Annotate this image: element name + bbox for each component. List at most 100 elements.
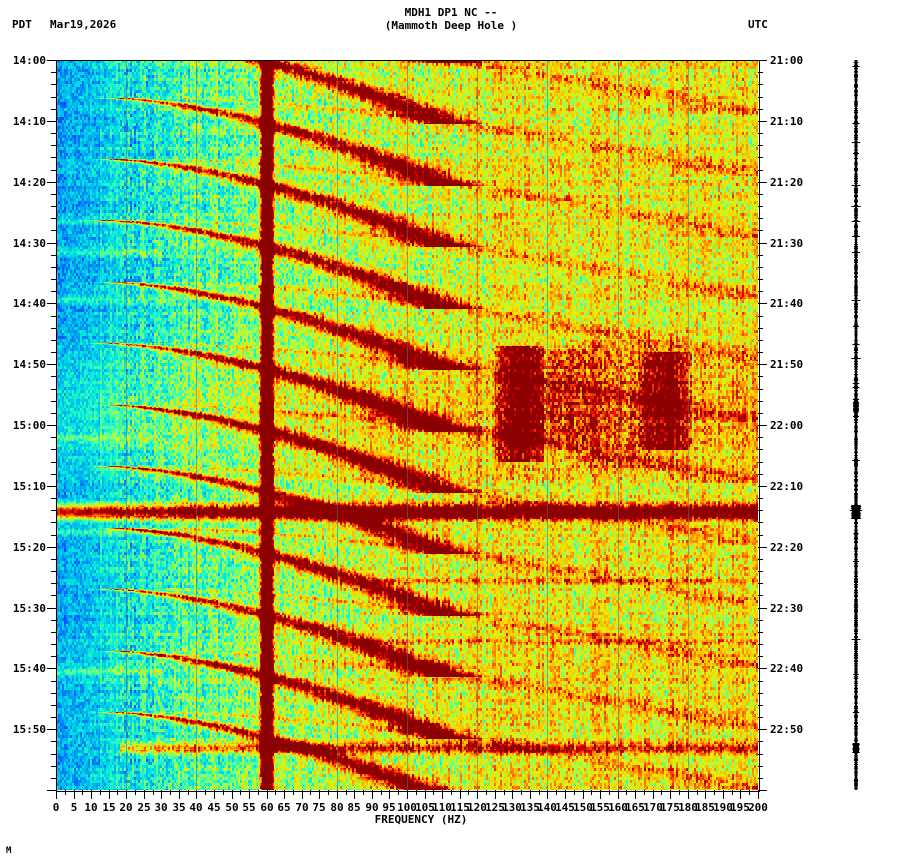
frequency-tick (512, 790, 513, 799)
frequency-tick (714, 790, 715, 795)
frequency-label: 10 (84, 801, 98, 814)
frequency-tick (319, 790, 320, 799)
time-label-left: 14:20 (12, 176, 46, 189)
frequency-tick (275, 790, 276, 795)
frequency-tick (460, 790, 461, 799)
frequency-label: 50 (225, 801, 239, 814)
seismogram-canvas (845, 60, 869, 790)
frequency-label: 40 (189, 801, 203, 814)
time-tick-left (51, 595, 56, 596)
time-tick-left (51, 352, 56, 353)
time-tick-left (51, 583, 56, 584)
frequency-label: 80 (330, 801, 344, 814)
corner-artifact-mark: M (6, 846, 12, 856)
time-tick-left (51, 328, 56, 329)
time-tick-right (758, 230, 763, 231)
time-tick-right (758, 717, 763, 718)
frequency-label: 170 (643, 801, 663, 814)
time-tick-right (758, 522, 763, 523)
time-label-left: 14:50 (12, 358, 46, 371)
frequency-tick (346, 790, 347, 795)
time-label-left: 15:20 (12, 541, 46, 554)
time-tick-right (758, 267, 763, 268)
time-tick-left (51, 97, 56, 98)
frequency-tick (477, 790, 478, 799)
time-label-left: 14:40 (12, 297, 46, 310)
frequency-label: 20 (119, 801, 133, 814)
time-tick-right (758, 790, 767, 791)
time-tick-left (51, 632, 56, 633)
time-tick-left (47, 364, 56, 365)
frequency-tick (381, 790, 382, 795)
frequency-tick (170, 790, 171, 795)
time-tick-left (51, 620, 56, 621)
time-label-right: 21:00 (770, 54, 804, 67)
frequency-label: 160 (608, 801, 628, 814)
time-label-right: 21:40 (770, 297, 804, 310)
frequency-label: 85 (347, 801, 361, 814)
frequency-tick (416, 790, 417, 795)
time-tick-right (758, 656, 763, 657)
time-tick-left (51, 681, 56, 682)
frequency-label: 110 (432, 801, 452, 814)
time-tick-left (51, 462, 56, 463)
time-tick-right (758, 303, 767, 304)
frequency-tick (240, 790, 241, 795)
time-tick-left (51, 571, 56, 572)
frequency-label: 190 (713, 801, 733, 814)
time-tick-right (758, 571, 763, 572)
time-label-right: 22:10 (770, 480, 804, 493)
frequency-tick (109, 790, 110, 799)
time-tick-right (758, 510, 763, 511)
frequency-label: 165 (625, 801, 645, 814)
frequency-tick (740, 790, 741, 799)
frequency-tick (65, 790, 66, 795)
time-tick-right (758, 705, 763, 706)
spectrogram-plot[interactable] (56, 60, 758, 790)
time-label-left: 15:00 (12, 419, 46, 432)
time-tick-right (758, 352, 763, 353)
frequency-tick (670, 790, 671, 799)
time-tick-left (47, 729, 56, 730)
frequency-tick (144, 790, 145, 799)
time-label-right: 21:30 (770, 237, 804, 250)
frequency-tick (697, 790, 698, 795)
frequency-tick (705, 790, 706, 799)
frequency-tick (609, 790, 610, 795)
frequency-label: 140 (537, 801, 557, 814)
time-tick-right (758, 243, 767, 244)
frequency-tick (521, 790, 522, 795)
seismogram-trace (845, 60, 869, 790)
time-tick-right (758, 437, 763, 438)
time-tick-left (51, 522, 56, 523)
frequency-tick (249, 790, 250, 799)
frequency-label: 30 (154, 801, 168, 814)
frequency-tick (758, 790, 759, 799)
frequency-label: 95 (382, 801, 396, 814)
time-tick-left (51, 267, 56, 268)
frequency-tick (363, 790, 364, 795)
time-tick-left (51, 559, 56, 560)
time-tick-right (758, 693, 763, 694)
time-tick-right (758, 547, 767, 548)
time-tick-right (758, 255, 763, 256)
time-tick-right (758, 766, 763, 767)
time-tick-left (51, 449, 56, 450)
frequency-tick (398, 790, 399, 795)
frequency-tick (504, 790, 505, 795)
frequency-label: 120 (467, 801, 487, 814)
frequency-tick (486, 790, 487, 795)
page-title: MDH1 DP1 NC -- (404, 6, 498, 19)
time-tick-right (758, 376, 763, 377)
time-tick-left (51, 510, 56, 511)
frequency-label: 35 (172, 801, 186, 814)
time-tick-right (758, 279, 763, 280)
frequency-label: 115 (450, 801, 470, 814)
time-tick-right (758, 608, 767, 609)
time-tick-left (51, 644, 56, 645)
time-tick-right (758, 632, 763, 633)
frequency-tick (653, 790, 654, 799)
time-tick-left (51, 230, 56, 231)
time-tick-left (47, 608, 56, 609)
time-label-left: 15:30 (12, 602, 46, 615)
